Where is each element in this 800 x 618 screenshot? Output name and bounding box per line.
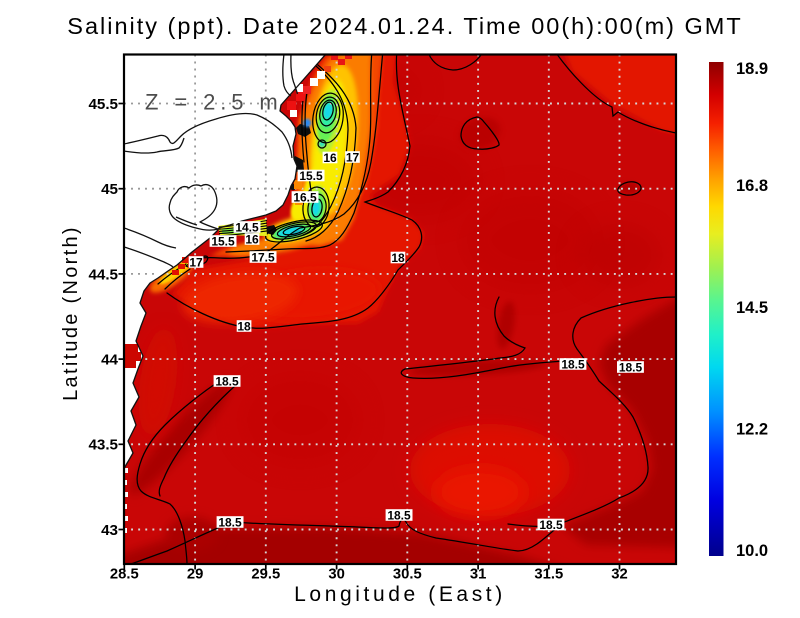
svg-text:43: 43: [101, 522, 118, 539]
svg-text:17: 17: [346, 150, 360, 164]
svg-text:Salinity (ppt). Date 2024.01.2: Salinity (ppt). Date 2024.01.24. Time 00…: [67, 13, 742, 39]
svg-text:12.2: 12.2: [736, 420, 768, 438]
svg-text:44: 44: [101, 352, 118, 369]
svg-text:16: 16: [323, 151, 337, 165]
svg-text:Z = 2.5 m: Z = 2.5 m: [145, 90, 283, 115]
svg-text:45.5: 45.5: [88, 96, 118, 113]
svg-text:17: 17: [189, 255, 203, 269]
svg-text:31.5: 31.5: [534, 567, 563, 583]
svg-text:15.5: 15.5: [211, 234, 235, 248]
svg-text:45: 45: [101, 181, 118, 198]
svg-text:10.0: 10.0: [736, 542, 768, 560]
svg-text:44.5: 44.5: [88, 266, 118, 283]
svg-text:16.5: 16.5: [293, 190, 317, 204]
svg-text:18.5: 18.5: [539, 518, 563, 532]
svg-text:17.5: 17.5: [251, 250, 275, 264]
svg-text:16.8: 16.8: [736, 177, 768, 195]
svg-text:30: 30: [328, 567, 344, 583]
svg-text:18: 18: [237, 319, 251, 333]
svg-text:31: 31: [470, 567, 486, 583]
svg-text:18.9: 18.9: [736, 60, 768, 78]
svg-text:18.5: 18.5: [561, 357, 585, 371]
svg-text:18: 18: [391, 251, 405, 265]
svg-text:18.5: 18.5: [215, 374, 239, 388]
svg-text:14.5: 14.5: [235, 220, 259, 234]
svg-text:43.5: 43.5: [88, 437, 118, 454]
svg-text:15.5: 15.5: [299, 169, 323, 183]
svg-text:18.5: 18.5: [387, 508, 411, 522]
svg-text:Longitude (East): Longitude (East): [294, 583, 506, 606]
svg-text:29: 29: [187, 567, 203, 583]
svg-text:16: 16: [245, 232, 259, 246]
svg-text:28.5: 28.5: [110, 567, 139, 583]
svg-text:32: 32: [611, 567, 627, 583]
svg-text:18.5: 18.5: [619, 360, 643, 374]
svg-text:30.5: 30.5: [393, 567, 422, 583]
svg-text:18.5: 18.5: [218, 515, 242, 529]
svg-text:14.5: 14.5: [736, 299, 768, 317]
svg-text:Latitude (North): Latitude (North): [60, 225, 82, 401]
svg-text:29.5: 29.5: [251, 567, 280, 583]
